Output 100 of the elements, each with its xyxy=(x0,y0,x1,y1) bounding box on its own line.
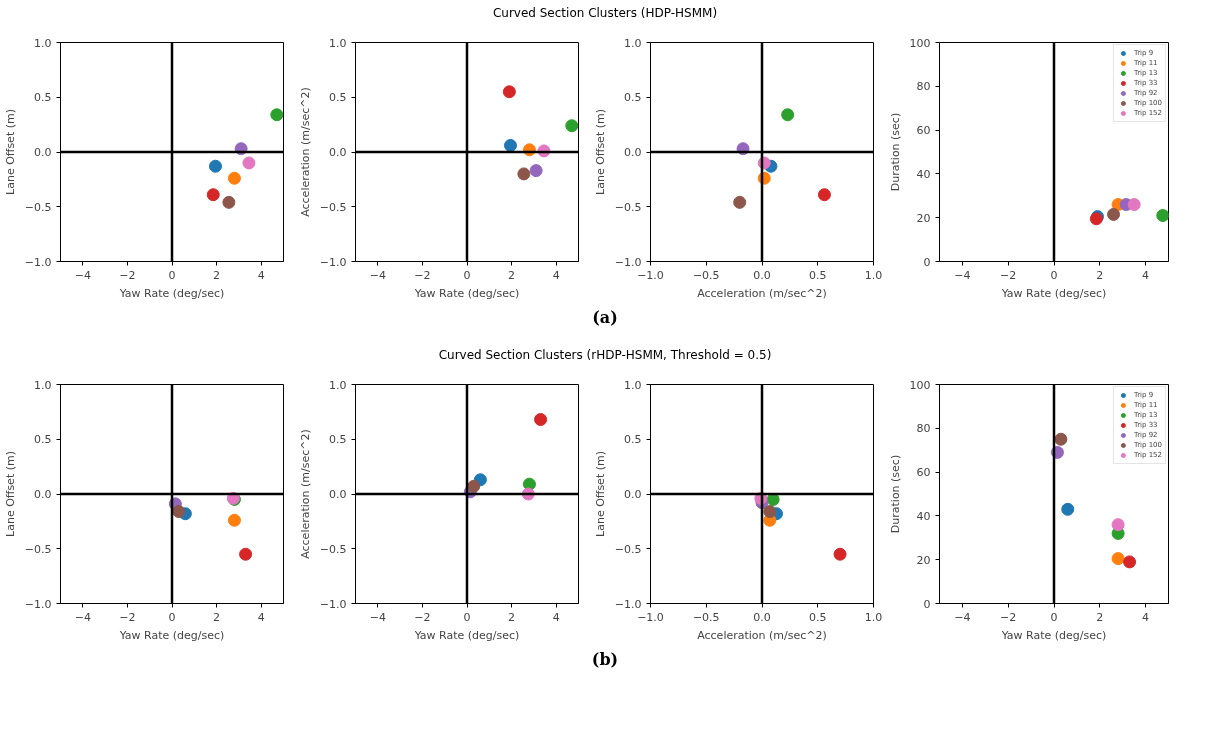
y-tick-label: 100 xyxy=(909,36,931,50)
x-tick-label: 2 xyxy=(213,610,221,624)
y-axis-title: Acceleration (m/sec^2) xyxy=(298,87,312,217)
y-tick-label: −0.5 xyxy=(614,200,642,214)
y-tick-label: 0.0 xyxy=(624,488,642,501)
y-tick-label: −1.0 xyxy=(319,597,347,611)
y-tick-label: −0.5 xyxy=(24,542,52,556)
y-tick-label: 0.5 xyxy=(329,91,347,105)
y-tick-label: 40 xyxy=(916,509,931,523)
x-tick-label: 4 xyxy=(257,268,265,282)
text: Curved Section Clusters (rHDP-HSMM, Threshold = 0.5) xyxy=(438,347,772,364)
y-tick-label: 0.0 xyxy=(329,488,347,501)
y-axis-title: Duration (sec) xyxy=(888,112,902,192)
x-tick-label: 4 xyxy=(257,610,265,624)
x-tick-label: −4 xyxy=(74,610,91,624)
x-tick-label: 4 xyxy=(552,610,560,624)
y-tick-label: 100 xyxy=(909,378,931,392)
y-tick-label: 0.5 xyxy=(624,91,642,105)
x-tick-label: −2 xyxy=(119,610,136,624)
y-tick-label: 0.5 xyxy=(624,433,642,447)
y-axis-title: Lane Offset (m) xyxy=(3,451,17,537)
x-tick-label: 4 xyxy=(1142,610,1150,624)
x-tick-label: −4 xyxy=(369,610,386,624)
y-tick-label: 1.0 xyxy=(624,378,642,392)
x-tick-label: −1.0 xyxy=(637,610,664,624)
x-tick-label: −2 xyxy=(414,268,431,282)
x-tick-label: −1.0 xyxy=(637,268,664,282)
x-axis-title: Yaw Rate (deg/sec) xyxy=(413,628,520,642)
y-tick-label: 0.5 xyxy=(34,433,52,447)
y-tick-label: 1.0 xyxy=(329,378,347,392)
y-tick-label: 0.5 xyxy=(34,91,52,105)
y-tick-label: 0.5 xyxy=(329,433,347,447)
y-tick-label: 0.0 xyxy=(329,146,347,159)
y-tick-label: −0.5 xyxy=(319,200,347,214)
x-tick-label: 0 xyxy=(463,268,471,282)
y-tick-label: 60 xyxy=(916,466,931,480)
x-tick-label: 2 xyxy=(1096,610,1104,624)
y-tick-label: 1.0 xyxy=(34,36,52,50)
y-tick-label: −1.0 xyxy=(614,597,642,611)
y-tick-label: 80 xyxy=(916,80,931,94)
x-tick-label: −2 xyxy=(1000,610,1017,624)
y-tick-label: 20 xyxy=(916,211,931,225)
y-tick-label: 0.0 xyxy=(624,146,642,159)
x-tick-label: 4 xyxy=(1142,268,1150,282)
y-tick-label: 40 xyxy=(916,167,931,181)
x-axis-title: Yaw Rate (deg/sec) xyxy=(413,286,520,300)
y-tick-label: −1.0 xyxy=(24,597,52,611)
y-axis-title: Lane Offset (m) xyxy=(593,109,607,195)
x-tick-label: −2 xyxy=(414,610,431,624)
x-axis-title: Acceleration (m/sec^2) xyxy=(697,628,827,642)
x-tick-label: −2 xyxy=(119,268,136,282)
x-tick-label: 2 xyxy=(508,268,516,282)
x-axis-title: Yaw Rate (deg/sec) xyxy=(118,286,225,300)
x-tick-label: −4 xyxy=(954,268,971,282)
y-tick-label: −0.5 xyxy=(24,200,52,214)
y-tick-label: −0.5 xyxy=(319,542,347,556)
x-axis-title: Yaw Rate (deg/sec) xyxy=(1000,628,1107,642)
y-tick-label: −1.0 xyxy=(614,255,642,269)
x-tick-label: 1.0 xyxy=(864,610,883,624)
y-tick-label: 60 xyxy=(916,124,931,138)
x-tick-label: 0.5 xyxy=(809,610,827,624)
x-axis-title: Yaw Rate (deg/sec) xyxy=(118,628,225,642)
text: (b) xyxy=(591,649,619,671)
x-tick-label: 1.0 xyxy=(864,268,883,282)
y-axis-title: Lane Offset (m) xyxy=(3,109,17,195)
x-axis-title: Yaw Rate (deg/sec) xyxy=(1000,286,1107,300)
x-tick-label: −0.5 xyxy=(692,610,720,624)
x-axis-title: Acceleration (m/sec^2) xyxy=(697,286,827,300)
x-tick-label: −4 xyxy=(369,268,386,282)
x-tick-label: 0 xyxy=(168,610,176,624)
x-tick-label: −4 xyxy=(954,610,971,624)
x-tick-label: 0.0 xyxy=(753,610,771,624)
text: Curved Section Clusters (HDP-HSMM) xyxy=(492,5,718,22)
x-tick-label: 0 xyxy=(168,268,176,282)
x-tick-label: 0 xyxy=(1050,610,1058,624)
x-tick-label: 0.0 xyxy=(753,268,771,282)
x-tick-label: −0.5 xyxy=(692,268,720,282)
x-tick-label: −4 xyxy=(74,268,91,282)
y-axis-title: Duration (sec) xyxy=(888,454,902,534)
y-tick-label: 0 xyxy=(923,597,931,611)
y-tick-label: 1.0 xyxy=(624,36,642,50)
y-tick-label: 0.0 xyxy=(34,488,52,501)
y-tick-label: −0.5 xyxy=(614,542,642,556)
y-tick-label: 20 xyxy=(916,553,931,567)
y-axis-title: Lane Offset (m) xyxy=(593,451,607,537)
y-tick-label: −1.0 xyxy=(319,255,347,269)
x-tick-label: 0 xyxy=(463,610,471,624)
y-tick-label: 1.0 xyxy=(34,378,52,392)
x-tick-label: 2 xyxy=(508,610,516,624)
y-tick-label: 0 xyxy=(923,255,931,269)
x-tick-label: 2 xyxy=(213,268,221,282)
x-tick-label: −2 xyxy=(1000,268,1017,282)
y-tick-label: 1.0 xyxy=(329,36,347,50)
y-tick-label: 0.0 xyxy=(34,146,52,159)
x-tick-label: 0.5 xyxy=(809,268,827,282)
x-tick-label: 4 xyxy=(552,268,560,282)
text: (a) xyxy=(592,307,618,329)
x-tick-label: 2 xyxy=(1096,268,1104,282)
x-tick-label: 0 xyxy=(1050,268,1058,282)
y-tick-label: 80 xyxy=(916,422,931,436)
